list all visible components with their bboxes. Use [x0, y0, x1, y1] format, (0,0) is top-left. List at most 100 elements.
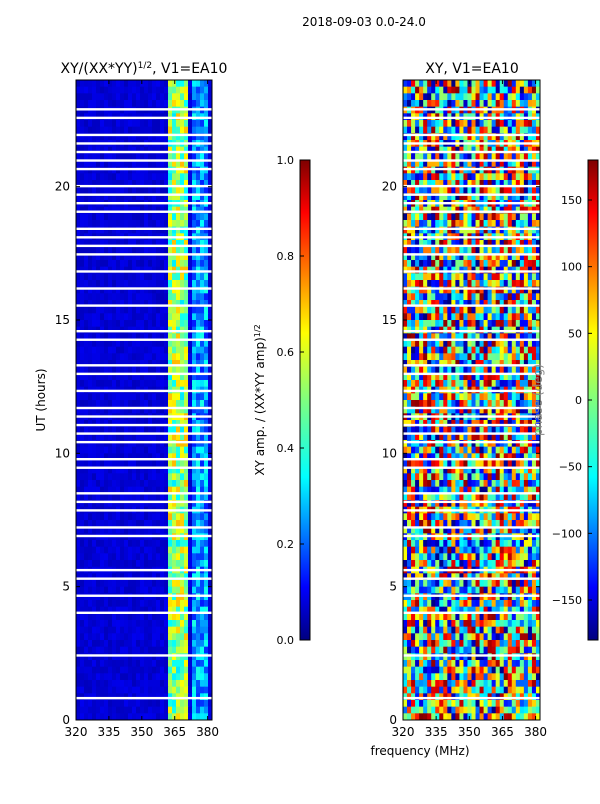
heatmap-cell: [92, 613, 97, 620]
heatmap-cell: [132, 593, 137, 600]
heatmap-cell: [516, 273, 521, 280]
heatmap-cell: [84, 307, 89, 314]
heatmap-cell: [459, 280, 464, 287]
heatmap-cell: [508, 173, 513, 180]
heatmap-cell: [455, 220, 460, 227]
heatmap-cell: [100, 513, 105, 520]
heatmap-cell: [200, 380, 205, 387]
heatmap-cell: [132, 513, 137, 520]
heatmap-cell: [108, 347, 113, 354]
flagged-gap: [76, 142, 212, 144]
heatmap-cell: [108, 93, 113, 100]
heatmap-cell: [463, 220, 468, 227]
heatmap-cell: [443, 340, 448, 347]
heatmap-cell: [76, 100, 81, 107]
heatmap-cell: [164, 347, 169, 354]
flagged-gap: [76, 108, 212, 110]
heatmap-cell: [156, 647, 161, 654]
heatmap-cell: [92, 660, 97, 667]
heatmap-cell: [176, 380, 181, 387]
x-tick-label: 365: [163, 725, 186, 739]
heatmap-cell: [196, 680, 201, 687]
heatmap-cell: [148, 93, 153, 100]
heatmap-cell: [112, 80, 117, 87]
heatmap-cell: [476, 120, 481, 127]
heatmap-cell: [415, 80, 420, 87]
heatmap-cell: [116, 680, 121, 687]
heatmap-cell: [120, 260, 125, 267]
heatmap-cell: [96, 627, 101, 634]
heatmap-cell: [100, 293, 105, 300]
heatmap-cell: [120, 660, 125, 667]
heatmap-cell: [184, 87, 189, 94]
heatmap-cell: [160, 680, 165, 687]
heatmap-cell: [156, 673, 161, 680]
heatmap-cell: [180, 540, 185, 547]
heatmap-cell: [156, 280, 161, 287]
heatmap-cell: [148, 167, 153, 174]
phase-heatmap: [403, 80, 541, 721]
heatmap-cell: [112, 553, 117, 560]
heatmap-cell: [108, 173, 113, 180]
heatmap-cell: [124, 173, 129, 180]
heatmap-cell: [184, 380, 189, 387]
heatmap-cell: [168, 580, 173, 587]
heatmap-cell: [76, 87, 81, 94]
heatmap-cell: [443, 307, 448, 314]
heatmap-cell: [176, 680, 181, 687]
heatmap-cell: [431, 80, 436, 87]
heatmap-cell: [180, 173, 185, 180]
heatmap-cell: [176, 80, 181, 87]
heatmap-cell: [520, 307, 525, 314]
amplitude-colorbar-gradient: [300, 160, 310, 640]
heatmap-cell: [132, 187, 137, 194]
heatmap-cell: [200, 613, 205, 620]
heatmap-cell: [200, 513, 205, 520]
heatmap-cell: [492, 93, 497, 100]
heatmap-cell: [128, 520, 133, 527]
heatmap-cell: [488, 380, 493, 387]
heatmap-cell: [96, 660, 101, 667]
heatmap-cell: [411, 120, 416, 127]
heatmap-cell: [128, 167, 133, 174]
heatmap-cell: [80, 667, 85, 674]
heatmap-cell: [140, 667, 145, 674]
heatmap-cell: [84, 640, 89, 647]
heatmap-cell: [484, 100, 489, 107]
heatmap-cell: [411, 100, 416, 107]
heatmap-cell: [128, 353, 133, 360]
heatmap-cell: [184, 347, 189, 354]
heatmap-cell: [480, 247, 485, 254]
heatmap-cell: [172, 520, 177, 527]
heatmap-cell: [500, 353, 505, 360]
heatmap-cell: [204, 600, 209, 607]
heatmap-cell: [488, 127, 493, 134]
heatmap-cell: [80, 620, 85, 627]
heatmap-cell: [435, 293, 440, 300]
heatmap-cell: [403, 120, 408, 127]
heatmap-cell: [116, 633, 121, 640]
heatmap-cell: [196, 707, 201, 714]
heatmap-cell: [84, 380, 89, 387]
heatmap-cell: [484, 187, 489, 194]
heatmap-cell: [192, 173, 197, 180]
heatmap-cell: [84, 393, 89, 400]
heatmap-cell: [439, 247, 444, 254]
heatmap-cell: [508, 347, 513, 354]
heatmap-cell: [472, 173, 477, 180]
heatmap-cell: [128, 393, 133, 400]
heatmap-cell: [431, 307, 436, 314]
heatmap-cell: [84, 680, 89, 687]
heatmap-cell: [100, 520, 105, 527]
heatmap-cell: [512, 187, 517, 194]
heatmap-cell: [80, 93, 85, 100]
heatmap-cell: [204, 400, 209, 407]
heatmap-cell: [128, 600, 133, 607]
heatmap-cell: [128, 580, 133, 587]
heatmap-cell: [200, 340, 205, 347]
heatmap-cell: [152, 540, 157, 547]
heatmap-cell: [192, 213, 197, 220]
heatmap-cell: [520, 187, 525, 194]
heatmap-cell: [124, 480, 129, 487]
heatmap-cell: [136, 120, 141, 127]
